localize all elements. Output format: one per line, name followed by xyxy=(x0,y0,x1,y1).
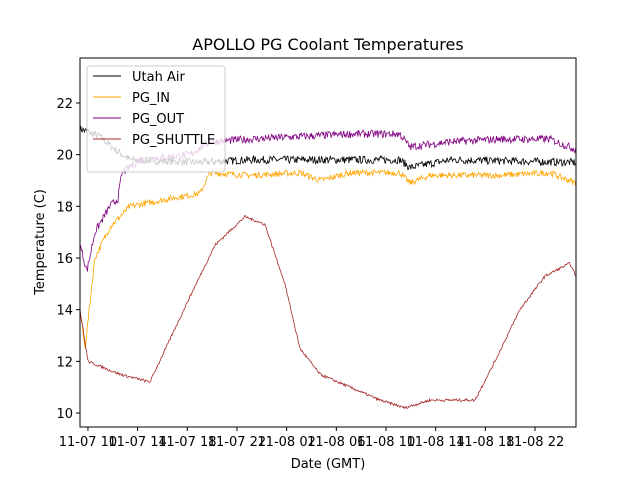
x-tick-label: 11-08 22 xyxy=(506,435,564,450)
y-axis-label: Temperature (C) xyxy=(33,189,48,296)
x-tick-label: 11-07 18 xyxy=(158,435,216,450)
axes-frame xyxy=(79,57,577,428)
chart-title: APOLLO PG Coolant Temperatures xyxy=(192,35,463,54)
x-tick-label: 11-07 14 xyxy=(108,435,166,450)
legend: Utah Air PG_IN PG_OUT PG_SHUTTLE xyxy=(86,65,226,173)
y-tick-label: 20 xyxy=(56,149,73,164)
x-tick-label: 11-08 10 xyxy=(357,435,415,450)
y-tick-label: 14 xyxy=(56,304,73,319)
x-tick-label: 11-08 18 xyxy=(456,435,514,450)
y-tick-label: 12 xyxy=(56,355,73,370)
y-tick-label: 22 xyxy=(56,97,73,112)
x-tick-label: 11-07 22 xyxy=(208,435,266,450)
y-tick-label: 10 xyxy=(56,407,73,422)
y-tick-label: 18 xyxy=(56,200,73,215)
y-tick-label: 16 xyxy=(56,252,73,267)
x-tick-label: 11-08 06 xyxy=(307,435,365,450)
legend-label: PG_IN xyxy=(132,91,170,106)
series-line-pg-in xyxy=(79,168,576,349)
x-tick-label: 11-08 14 xyxy=(406,435,464,450)
y-axis: 10 12 14 16 18 20 22 xyxy=(56,97,80,422)
legend-label: PG_OUT xyxy=(132,112,184,127)
legend-label: PG_SHUTTLE xyxy=(132,133,215,148)
legend-label: Utah Air xyxy=(132,70,185,85)
x-tick-label: 11-08 02 xyxy=(257,435,315,450)
x-axis-label: Date (GMT) xyxy=(291,457,366,472)
legend-box xyxy=(86,65,226,173)
x-tick-label: 11-07 10 xyxy=(59,435,117,450)
series-line-pg-shuttle xyxy=(79,215,576,410)
